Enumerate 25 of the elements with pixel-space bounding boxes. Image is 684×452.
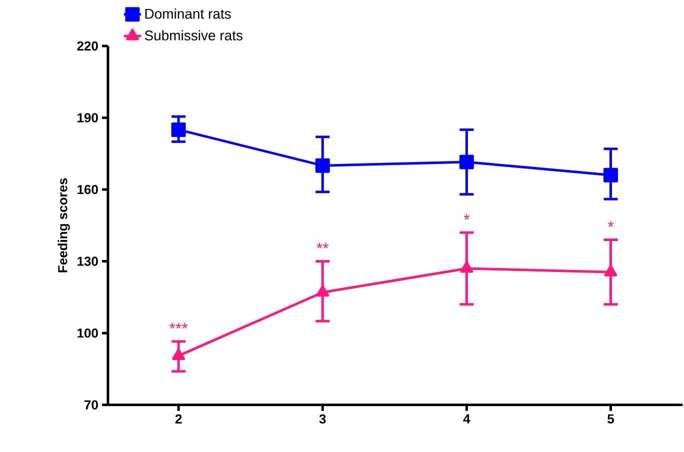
annotation: *** xyxy=(169,322,188,329)
point xyxy=(315,158,330,173)
x-tick-label: 2 xyxy=(175,414,182,424)
annotation: * xyxy=(464,214,470,220)
y-tick-label: 70 xyxy=(84,400,98,410)
y-tick-label: 130 xyxy=(78,256,98,266)
x-tick-label: 4 xyxy=(463,414,470,424)
y-tick-label: 100 xyxy=(78,328,98,338)
point xyxy=(459,154,474,170)
legend-label: Dominant rats xyxy=(145,8,231,19)
point xyxy=(460,261,474,273)
legend-label: Submissive rats xyxy=(144,30,242,40)
point xyxy=(316,285,330,297)
point xyxy=(604,264,618,276)
annotation: ** xyxy=(316,242,329,248)
point xyxy=(172,348,185,360)
point xyxy=(603,168,618,182)
y-tick-label: 160 xyxy=(78,185,98,194)
x-tick-label: 5 xyxy=(608,414,614,424)
x-tick-label: 3 xyxy=(319,414,326,424)
y-axis-title: Feeding scores xyxy=(58,178,70,272)
y-tick-label: 220 xyxy=(77,41,98,51)
annotation: * xyxy=(608,221,614,227)
point xyxy=(171,122,186,138)
y-tick-label: 190 xyxy=(78,113,98,122)
